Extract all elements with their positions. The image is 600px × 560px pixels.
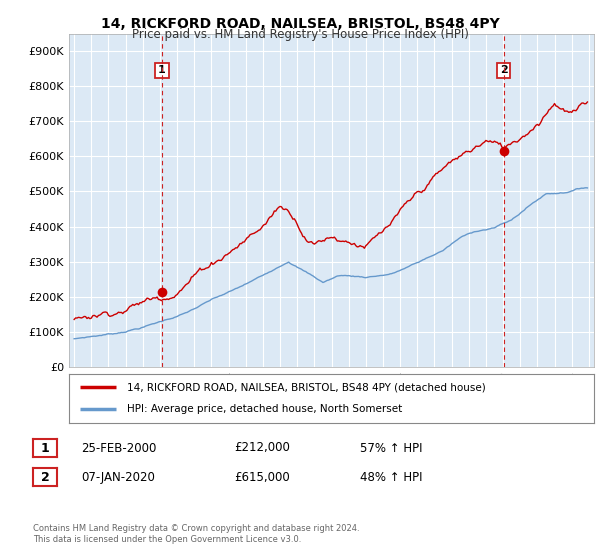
Text: £212,000: £212,000 bbox=[234, 441, 290, 455]
Text: Price paid vs. HM Land Registry's House Price Index (HPI): Price paid vs. HM Land Registry's House … bbox=[131, 28, 469, 41]
Text: 25-FEB-2000: 25-FEB-2000 bbox=[81, 441, 157, 455]
Text: 2: 2 bbox=[500, 66, 508, 76]
Text: 14, RICKFORD ROAD, NAILSEA, BRISTOL, BS48 4PY: 14, RICKFORD ROAD, NAILSEA, BRISTOL, BS4… bbox=[101, 17, 499, 31]
Text: 48% ↑ HPI: 48% ↑ HPI bbox=[360, 470, 422, 484]
Text: £615,000: £615,000 bbox=[234, 470, 290, 484]
Text: 07-JAN-2020: 07-JAN-2020 bbox=[81, 470, 155, 484]
Text: 1: 1 bbox=[41, 441, 49, 455]
Text: Contains HM Land Registry data © Crown copyright and database right 2024.
This d: Contains HM Land Registry data © Crown c… bbox=[33, 524, 359, 544]
Text: 1: 1 bbox=[158, 66, 166, 76]
Text: 2: 2 bbox=[41, 470, 49, 484]
Text: 57% ↑ HPI: 57% ↑ HPI bbox=[360, 441, 422, 455]
Text: 14, RICKFORD ROAD, NAILSEA, BRISTOL, BS48 4PY (detached house): 14, RICKFORD ROAD, NAILSEA, BRISTOL, BS4… bbox=[127, 382, 485, 393]
Text: HPI: Average price, detached house, North Somerset: HPI: Average price, detached house, Nort… bbox=[127, 404, 402, 414]
